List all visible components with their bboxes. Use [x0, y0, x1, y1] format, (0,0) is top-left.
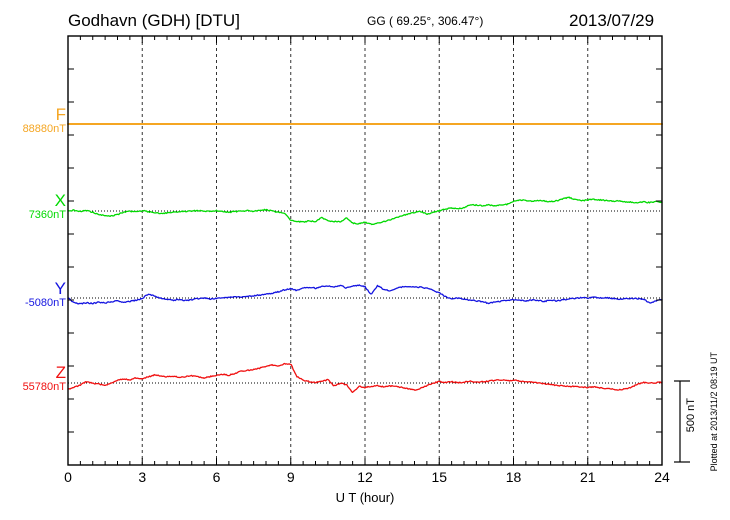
x-tick-label: 3 [138, 469, 147, 485]
x-tick-label: 18 [505, 469, 522, 485]
page-title: Godhavn (GDH) [DTU] [68, 11, 240, 30]
component-symbol-z: Z [55, 363, 66, 382]
component-baseline-f: 88880nT [22, 122, 66, 135]
component-baseline-x: 7360nT [28, 208, 66, 221]
trace-z [67, 362, 663, 394]
x-tick-label: 24 [654, 469, 670, 485]
component-symbol-y: Y [54, 279, 66, 298]
component-label-f: F 88880nT [4, 106, 66, 135]
x-tick-label: 9 [286, 469, 295, 485]
x-tick-label: 21 [579, 469, 596, 485]
x-tick-label: 0 [64, 469, 72, 485]
x-tick-label: 12 [357, 469, 373, 485]
geographic-coordinates: GG ( 69.25°, 306.47°) [367, 14, 484, 28]
component-baseline-z: 55780nT [22, 380, 66, 393]
x-tick-label: 15 [431, 469, 448, 485]
component-baseline-y: -5080nT [25, 296, 66, 309]
x-axis-title: U T (hour) [335, 490, 395, 505]
observation-date: 2013/07/29 [569, 11, 655, 30]
component-label-x: X 7360nT [4, 192, 66, 221]
plot-frame [67, 35, 663, 466]
component-label-z: Z 55780nT [4, 364, 66, 393]
component-symbol-x: X [54, 191, 66, 210]
trace-y [67, 284, 663, 305]
component-symbol-f: F [55, 105, 66, 124]
plotted-at-stamp: Plotted at 2013/11/2 08:19 UT [709, 352, 719, 472]
trace-x [67, 196, 663, 226]
x-axis-tick-labels: 0 3 6 9 12 15 18 21 24 [0, 469, 730, 487]
component-label-y: Y -5080nT [4, 280, 66, 309]
x-tick-label: 6 [212, 469, 221, 485]
scale-bar-label: 500 nT [685, 398, 697, 433]
